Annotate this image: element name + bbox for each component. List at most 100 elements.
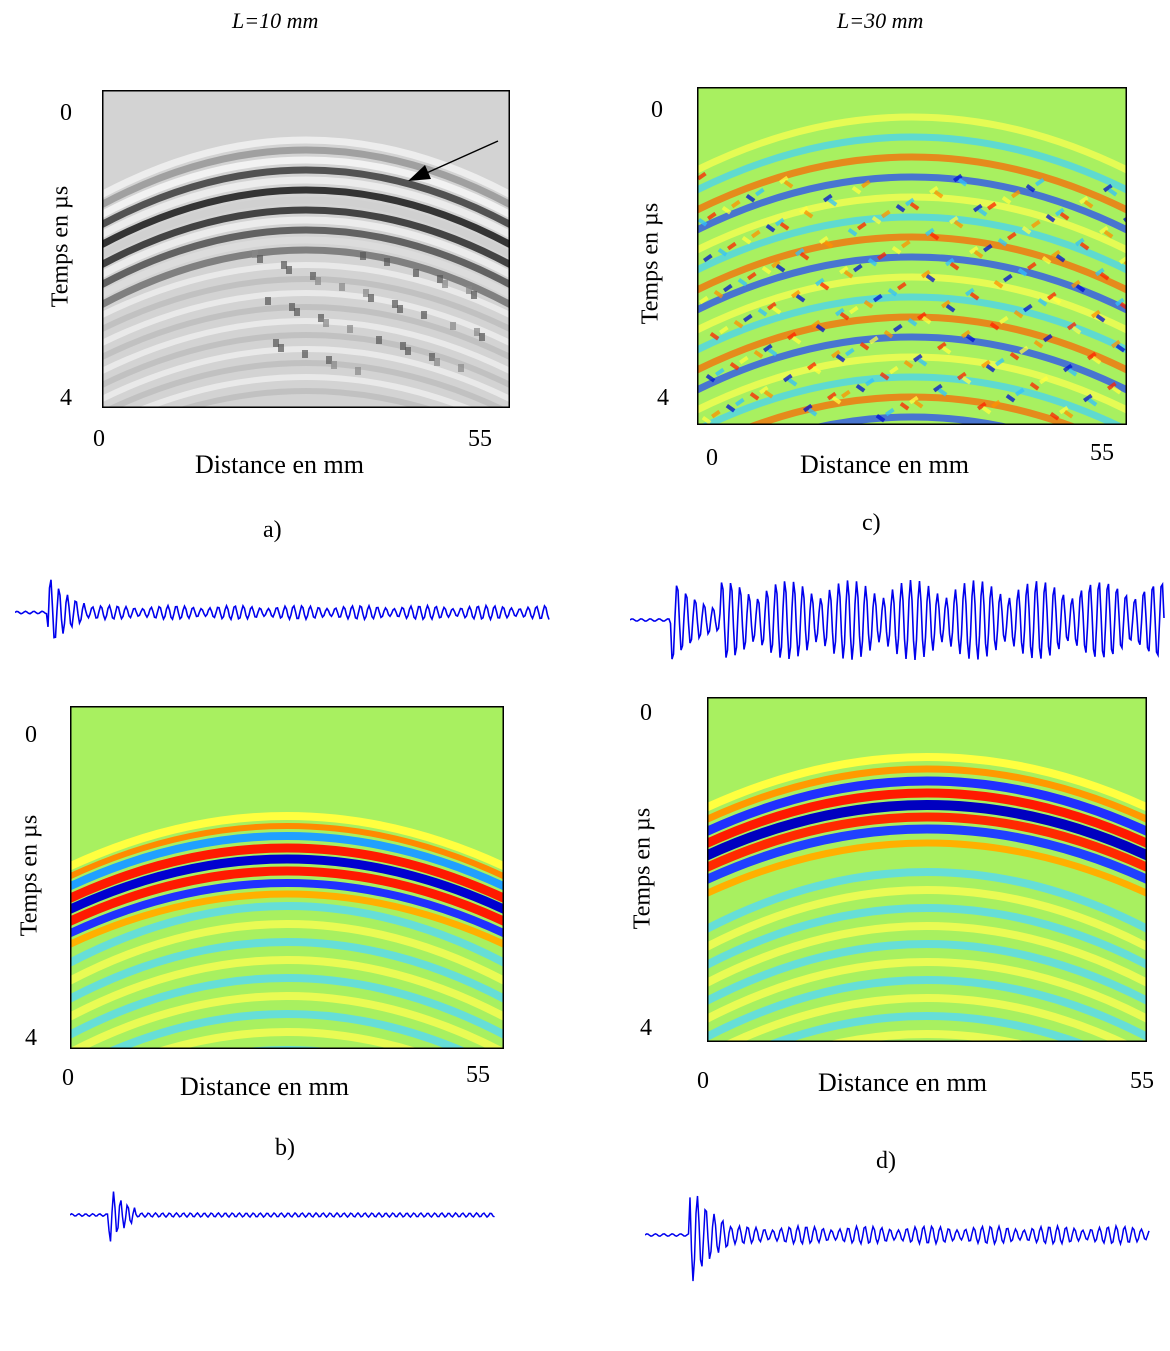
noise-streak (727, 241, 737, 251)
scatter-blotch (278, 344, 284, 352)
noise-streak (929, 232, 940, 241)
panel-c-ylabel: Temps en µs (637, 202, 664, 325)
panel-a-xtick-55: 55 (468, 426, 492, 452)
noise-streak (711, 409, 721, 419)
noise-streak (1027, 261, 1037, 271)
scatter-blotch (392, 300, 398, 308)
noise-streak (733, 319, 744, 329)
noise-streak (973, 249, 984, 259)
noise-streak (703, 253, 713, 263)
noise-streak (1071, 279, 1081, 289)
wavefront-band (70, 992, 504, 1049)
panel-a-ytick-0: 0 (60, 100, 72, 126)
noise-streak (745, 194, 756, 203)
noise-streak (746, 271, 757, 281)
wavefront-band (707, 958, 1147, 1024)
noise-streak (767, 301, 777, 311)
noise-streak (1033, 339, 1044, 349)
scatter-blotch (318, 314, 324, 322)
wavefront-band (707, 839, 1147, 898)
noise-streak (956, 371, 967, 381)
noise-streak (965, 333, 976, 343)
wavefront-band (154, 1028, 420, 1049)
wavefront-band (745, 393, 1079, 425)
noise-streak (1071, 326, 1082, 335)
noise-streak (697, 171, 707, 181)
noise-streak (701, 415, 712, 425)
noise-streak (925, 227, 935, 237)
noise-streak (986, 201, 997, 211)
scatter-blotch (384, 258, 390, 266)
noise-streak (1009, 351, 1020, 361)
noise-streak (810, 319, 821, 329)
wavefront-band (106, 1010, 468, 1049)
noise-streak (845, 347, 855, 357)
wavefront-band (102, 262, 510, 319)
noise-streak (735, 397, 745, 407)
noise-streak (1035, 177, 1045, 187)
wavefront-band (70, 956, 504, 1022)
noise-streak (1017, 267, 1028, 277)
panel-d-ytick-0: 0 (640, 700, 652, 726)
wavefront-band (697, 153, 1127, 214)
scatter-blotch (347, 325, 353, 333)
noise-streak (1111, 339, 1121, 349)
noise-streak (713, 289, 724, 299)
noise-streak (899, 402, 910, 411)
noise-streak (765, 224, 776, 233)
scatter-blotch (289, 303, 295, 311)
noise-streak (965, 287, 975, 297)
wavefront-band (102, 176, 510, 239)
noise-streak (1059, 212, 1070, 221)
noise-streak (725, 404, 736, 413)
noise-streak (1031, 219, 1041, 229)
wavefront-band (707, 765, 1147, 824)
noise-streak (741, 236, 752, 245)
noise-streak (722, 283, 733, 293)
wavefront-band (102, 146, 510, 209)
noise-streak (1111, 385, 1122, 395)
noise-streak (981, 359, 991, 369)
scatter-blotch (434, 358, 440, 366)
noise-streak (937, 387, 948, 397)
noise-streak (1103, 183, 1113, 193)
noise-streak (913, 399, 924, 409)
scatter-blotch (437, 275, 443, 283)
noise-streak (1095, 314, 1106, 323)
noise-streak (729, 362, 740, 371)
noise-streak (743, 313, 753, 323)
wavefront-band (707, 904, 1147, 970)
noise-streak (917, 357, 928, 367)
panel-d-xtick-0: 0 (697, 1068, 709, 1094)
panel-b-caption: b) (275, 1135, 295, 1161)
noise-streak (901, 239, 911, 249)
noise-streak (993, 279, 1004, 289)
scatter-blotch (257, 255, 263, 263)
noise-streak (831, 349, 841, 359)
panel-d-heatmap (707, 697, 1147, 1042)
panel-c-caption: c) (862, 510, 881, 536)
noise-streak (1021, 225, 1032, 235)
noise-streak (761, 265, 772, 275)
scatter-blotch (400, 342, 406, 350)
scatter-blotch (315, 277, 321, 285)
scatter-blotch (339, 283, 345, 291)
signal-trace-d (645, 1195, 1150, 1282)
wavefront-band (70, 812, 504, 871)
noise-streak (1029, 381, 1040, 391)
noise-streak (1019, 345, 1029, 355)
noise-streak (1011, 189, 1021, 199)
noise-streak (907, 318, 918, 327)
noise-streak (849, 305, 859, 315)
panel-d-xtick-55: 55 (1130, 1068, 1154, 1094)
noise-streak (771, 305, 782, 315)
noise-streak (831, 396, 842, 405)
noise-streak (1083, 393, 1093, 403)
noise-streak (807, 407, 818, 417)
wavefront-band (697, 133, 1127, 194)
noise-streak (933, 190, 944, 199)
noise-streak (949, 261, 960, 271)
noise-streak (835, 307, 845, 317)
wavefront-band (707, 824, 1147, 885)
noise-streak (1091, 356, 1102, 365)
